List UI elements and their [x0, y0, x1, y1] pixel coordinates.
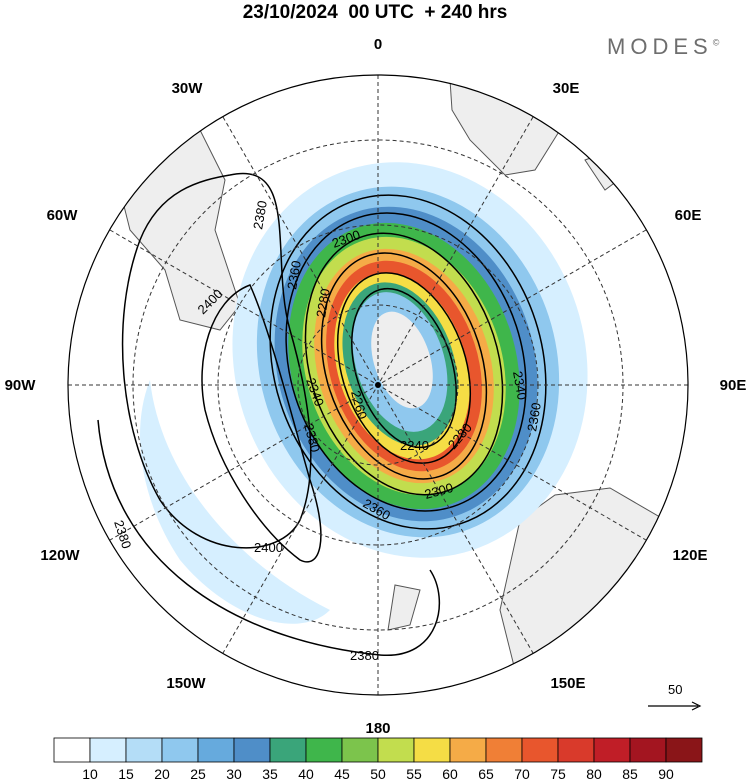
colorbar-tick-label: 15 [118, 766, 134, 782]
lon-label-120e: 120E [672, 547, 707, 564]
wind-band-pacific [140, 380, 330, 624]
reference-vector-label: 50 [668, 682, 682, 697]
colorbar-tick-label: 55 [406, 766, 422, 782]
brand-mark: © [712, 37, 720, 48]
colorbar-swatch [305, 737, 343, 763]
contour-2380-loop [121, 172, 312, 549]
lon-label-120w: 120W [40, 547, 80, 564]
colorbar-swatch [341, 737, 379, 763]
madagascar-land [584, 149, 626, 191]
colorbar-swatch [197, 737, 235, 763]
contour-label: 2380 [250, 199, 270, 230]
contour-2340 [285, 212, 527, 512]
colorbar-tick-label: 75 [550, 766, 566, 782]
wind-speed-shading [140, 162, 588, 624]
colorbar-swatch [557, 737, 595, 763]
colorbar-swatch [413, 737, 451, 763]
colorbar-swatch [377, 737, 415, 763]
colorbar-tick-label: 20 [154, 766, 170, 782]
lon-label-0: 0 [374, 36, 382, 53]
colorbar-tick-label: 50 [370, 766, 386, 782]
contour-label: 2260 [348, 389, 370, 421]
colorbar-tick-label: 40 [298, 766, 314, 782]
wind-inner-calm [371, 311, 433, 409]
colorbar: 10 15 20 25 30 35 40 45 50 55 60 65 70 75 80 85 90 [53, 737, 703, 782]
contour-label: 2360 [284, 259, 304, 290]
lon-label-150e: 150E [550, 675, 585, 692]
colorbar-tick-label: 25 [190, 766, 206, 782]
colorbar-tick-label: 10 [82, 766, 98, 782]
contour-label: 2240 [400, 438, 429, 453]
australia-land [499, 487, 688, 695]
map-boundary [67, 74, 689, 696]
colorbar-tick-label: 45 [334, 766, 350, 782]
colorbar-swatch [125, 737, 163, 763]
africa-land [449, 75, 561, 176]
new-zealand-land [387, 584, 421, 631]
contour-label: 2400 [254, 540, 283, 555]
colorbar-swatch [269, 737, 307, 763]
contour-2380-outer [97, 419, 441, 656]
colorbar-swatch [629, 737, 667, 763]
brand-name: MODES [607, 34, 713, 59]
colorbar-swatch [161, 737, 199, 763]
lon-label-90e: 90E [720, 377, 747, 394]
south-pole-marker [375, 382, 381, 388]
colorbar-swatch [53, 737, 91, 763]
lon-label-60w: 60W [47, 207, 79, 224]
colorbar-tick-label: 90 [658, 766, 674, 782]
contour-label: 2380 [350, 648, 379, 663]
contour-label: 2360 [524, 401, 544, 432]
lon-label-150w: 150W [166, 675, 206, 692]
contour-2360 [269, 194, 547, 530]
map-title: 23/10/2024 00 UTC + 240 hrs [242, 2, 508, 23]
colorbar-tick-label: 60 [442, 766, 458, 782]
colorbar-swatch [233, 737, 271, 763]
modes-logo: MODES© [607, 34, 719, 60]
lon-label-60e: 60E [675, 207, 702, 224]
arrow-icon [691, 701, 702, 711]
contour-label: 2280 [313, 287, 333, 318]
contour-label: 2340 [510, 370, 530, 401]
colorbar-swatch [593, 737, 631, 763]
colorbar-swatch [521, 737, 559, 763]
colorbar-swatch [665, 737, 703, 763]
colorbar-swatch [449, 737, 487, 763]
contour-2300 [304, 232, 504, 496]
contour-label: 2300 [423, 480, 455, 502]
colorbar-swatch [485, 737, 523, 763]
lon-label-30w: 30W [172, 80, 204, 97]
contour-label: 2380 [301, 422, 323, 454]
colorbar-tick-label: 30 [226, 766, 242, 782]
colorbar-swatch [89, 737, 127, 763]
contour-2240 [351, 287, 457, 449]
contour-2400-loop [201, 284, 322, 563]
colorbar-tick-label: 70 [514, 766, 530, 782]
lon-label-90w: 90W [5, 377, 37, 394]
colorbar-tick-label: 85 [622, 766, 638, 782]
lon-label-30e: 30E [553, 80, 580, 97]
colorbar-tick-label: 35 [262, 766, 278, 782]
contour-2280 [320, 252, 488, 480]
map-disc [68, 75, 688, 695]
colorbar-tick-label: 80 [586, 766, 602, 782]
height-contours [97, 172, 547, 656]
contour-2260 [336, 272, 472, 464]
colorbar-tick-label: 65 [478, 766, 494, 782]
reference-vector: 50 [648, 682, 702, 711]
lon-label-180: 180 [365, 720, 390, 737]
